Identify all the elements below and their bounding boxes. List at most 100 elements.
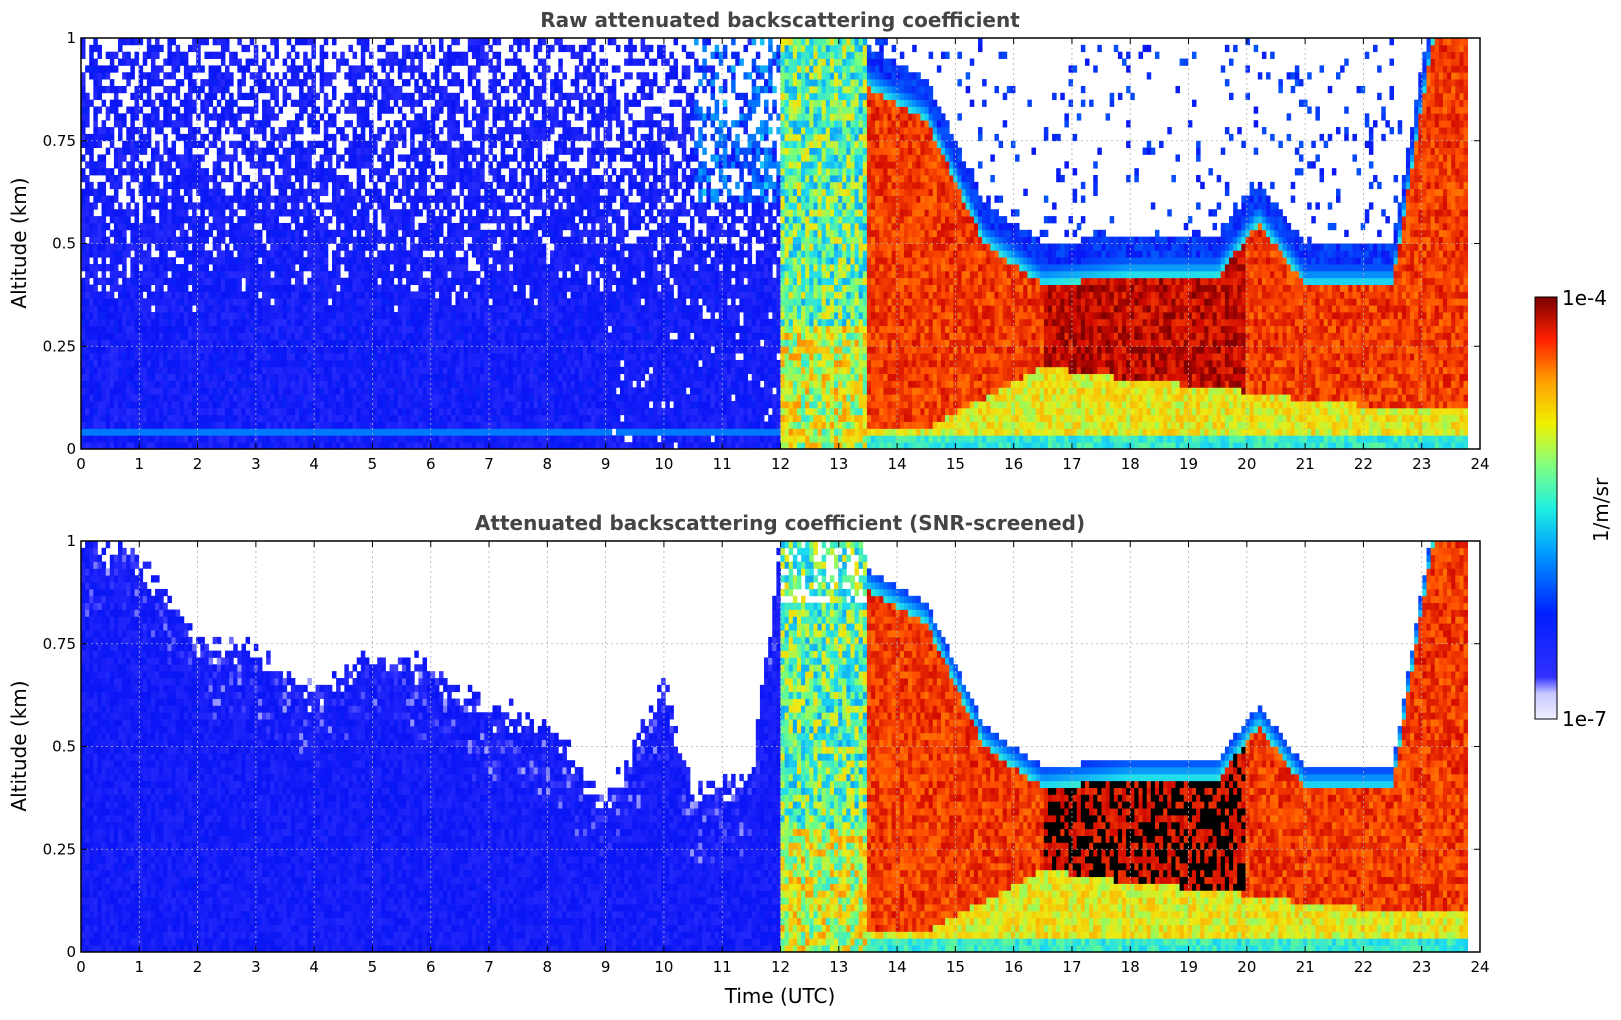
heatmap-cell (159, 435, 164, 442)
heatmap-cell (102, 298, 107, 305)
heatmap-cell (159, 394, 164, 401)
heatmap-cell (126, 435, 131, 442)
heatmap-cell (97, 333, 102, 340)
heatmap-cell (167, 339, 172, 346)
heatmap-cell (97, 339, 102, 346)
heatmap-cell (155, 189, 160, 196)
heatmap-cell (85, 353, 90, 360)
heatmap-cell (126, 107, 131, 114)
heatmap-cell (97, 216, 102, 223)
heatmap-cell (93, 422, 98, 429)
heatmap-cell (102, 394, 107, 401)
heatmap-cell (155, 120, 160, 127)
heatmap-cell (172, 333, 177, 340)
heatmap-cell (130, 230, 135, 237)
heatmap-cell (122, 271, 127, 278)
heatmap-cell (163, 209, 168, 216)
heatmap-cell (172, 312, 177, 319)
heatmap-cell (89, 312, 94, 319)
heatmap-cell (85, 202, 90, 209)
heatmap-cell (147, 305, 152, 312)
heatmap-cell (134, 223, 139, 230)
heatmap-cell (172, 346, 177, 353)
heatmap-cell (172, 107, 177, 114)
heatmap-cell (122, 415, 127, 422)
heatmap-cell (126, 38, 131, 45)
heatmap-cell (126, 408, 131, 415)
heatmap-cell (130, 38, 135, 45)
heatmap-cell (114, 216, 119, 223)
heatmap-cell (122, 141, 127, 148)
heatmap-cell (110, 353, 115, 360)
heatmap-cell (114, 326, 119, 333)
heatmap-cell (89, 387, 94, 394)
heatmap-cell (176, 435, 181, 442)
heatmap-cell (118, 353, 123, 360)
heatmap-cell (147, 326, 152, 333)
heatmap-cell (172, 154, 177, 161)
heatmap-cell (102, 326, 107, 333)
heatmap-cell (143, 189, 148, 196)
heatmap-cell (102, 120, 107, 127)
heatmap-cell (167, 237, 172, 244)
heatmap-cell (106, 401, 111, 408)
heatmap-cell (114, 86, 119, 93)
heatmap-cell (167, 148, 172, 155)
heatmap-cell (163, 428, 168, 435)
heatmap-cell (89, 59, 94, 66)
heatmap-cell (155, 107, 160, 114)
heatmap-cell (93, 65, 98, 72)
heatmap-cell (163, 333, 168, 340)
heatmap-cell (143, 216, 148, 223)
heatmap-cell (114, 93, 119, 100)
heatmap-cell (118, 134, 123, 141)
heatmap-cell (130, 298, 135, 305)
heatmap-cell (134, 244, 139, 251)
heatmap-cell (134, 298, 139, 305)
heatmap-cell (147, 360, 152, 367)
heatmap-cell (85, 65, 90, 72)
heatmap-cell (114, 415, 119, 422)
heatmap-cell (118, 168, 123, 175)
heatmap-cell (118, 127, 123, 134)
heatmap-cell (85, 285, 90, 292)
heatmap-cell (155, 394, 160, 401)
heatmap-cell (159, 202, 164, 209)
heatmap-cell (106, 339, 111, 346)
heatmap-cell (89, 305, 94, 312)
heatmap-cell (106, 175, 111, 182)
heatmap-cell (176, 401, 181, 408)
heatmap-cell (159, 127, 164, 134)
heatmap-cell (176, 394, 181, 401)
heatmap-cell (151, 148, 156, 155)
heatmap-cell (85, 141, 90, 148)
heatmap-cell (114, 387, 119, 394)
heatmap-cell (155, 127, 160, 134)
heatmap-cell (151, 333, 156, 340)
heatmap-cell (102, 230, 107, 237)
heatmap-cell (147, 209, 152, 216)
heatmap-cell (126, 346, 131, 353)
heatmap-cell (151, 65, 156, 72)
heatmap-cell (118, 86, 123, 93)
heatmap-cell (134, 59, 139, 66)
heatmap-cell (97, 244, 102, 251)
heatmap-cell (172, 339, 177, 346)
heatmap-cell (126, 285, 131, 292)
heatmap-cell (134, 285, 139, 292)
heatmap-cell (118, 237, 123, 244)
heatmap-cell (167, 326, 172, 333)
heatmap-cell (155, 333, 160, 340)
heatmap-cell (130, 93, 135, 100)
heatmap-cell (89, 326, 94, 333)
heatmap-cell (114, 237, 119, 244)
heatmap-cell (114, 120, 119, 127)
heatmap-cell (143, 326, 148, 333)
heatmap-cell (114, 339, 119, 346)
heatmap-cell (118, 148, 123, 155)
heatmap-cell (102, 305, 107, 312)
heatmap-cell (102, 168, 107, 175)
heatmap-cell (172, 38, 177, 45)
heatmap-cell (159, 223, 164, 230)
heatmap-cell (93, 360, 98, 367)
